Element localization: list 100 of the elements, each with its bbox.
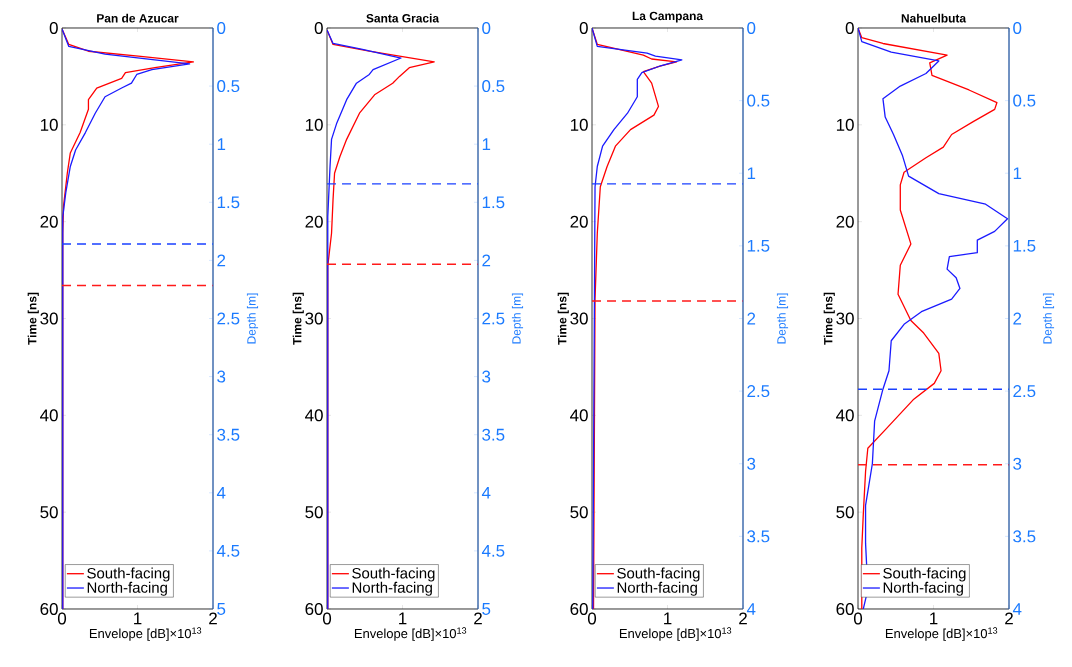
y-tick-label: 50 bbox=[305, 506, 323, 519]
x-tick-label: 1 bbox=[930, 612, 938, 625]
y-tick-label: 50 bbox=[836, 506, 854, 519]
y-tick-label: 60 bbox=[40, 602, 58, 615]
y2-tick-label: 1 bbox=[747, 167, 756, 180]
y-tick-label: 10 bbox=[40, 118, 58, 131]
y-axis-title: Time [ns] bbox=[823, 292, 835, 345]
legend-label: South-facing bbox=[617, 567, 700, 582]
x-tick-label: 2 bbox=[209, 612, 217, 625]
y2-tick-label: 0 bbox=[1013, 21, 1022, 34]
y2-tick-label: 4.5 bbox=[481, 544, 505, 557]
legend-label: South-facing bbox=[352, 567, 435, 582]
y2-tick-label: 0 bbox=[482, 21, 491, 34]
y2-tick-label: 4 bbox=[746, 603, 756, 615]
y-tick-label: 40 bbox=[40, 409, 58, 422]
x-axis-title: Envelope [dB]×10$^{13}$ bbox=[885, 627, 998, 641]
y2-tick-label: 2 bbox=[482, 254, 491, 267]
legend-label: North-facing bbox=[617, 581, 697, 596]
y-axis-title: Time [ns] bbox=[27, 292, 39, 345]
y2-axis-title: Depth [m] bbox=[1042, 293, 1055, 344]
y-tick-label: 30 bbox=[570, 312, 588, 325]
y2-tick-label: 3.5 bbox=[1013, 530, 1036, 543]
y2-tick-label: 5 bbox=[482, 603, 491, 615]
y2-tick-label: 2 bbox=[1013, 312, 1022, 325]
x-axis-title: Envelope [dB]×10$^{13}$ bbox=[89, 627, 202, 641]
y2-tick-label: 1.5 bbox=[482, 196, 505, 209]
y2-tick-label: 4 bbox=[481, 486, 491, 499]
y2-axis-title: Depth [m] bbox=[246, 293, 259, 344]
x-tick-label: 1 bbox=[399, 612, 407, 625]
chart-title: Pan de Azucar bbox=[97, 13, 179, 23]
chart-title: Nahuelbuta bbox=[901, 13, 967, 23]
y-tick-label: 0 bbox=[845, 22, 854, 34]
x-tick-label: 0 bbox=[322, 612, 332, 625]
y-tick-label: 50 bbox=[570, 506, 588, 519]
legend-label: South-facing bbox=[87, 567, 170, 582]
y-tick-label: 0 bbox=[314, 22, 323, 34]
y-tick-label: 10 bbox=[570, 118, 588, 131]
y2-tick-label: 3 bbox=[747, 457, 756, 470]
y2-tick-label: 2 bbox=[217, 254, 226, 267]
y2-tick-label: 3.5 bbox=[217, 428, 240, 441]
y-tick-label: 20 bbox=[570, 215, 588, 228]
legend-label: North-facing bbox=[87, 581, 167, 596]
legend-label: North-facing bbox=[883, 581, 963, 596]
y-axis-title: Time [ns] bbox=[292, 292, 304, 345]
x-tick-label: 0 bbox=[587, 612, 597, 625]
y-tick-label: 40 bbox=[570, 409, 588, 422]
legend-label: North-facing bbox=[352, 581, 432, 596]
y-tick-label: 30 bbox=[305, 312, 323, 325]
y2-tick-label: 2.5 bbox=[1013, 385, 1036, 398]
x-axis-title: Envelope [dB]×10$^{13}$ bbox=[619, 627, 732, 641]
y2-tick-label: 2 bbox=[747, 312, 756, 325]
y2-tick-label: 4 bbox=[1012, 603, 1022, 615]
y2-tick-label: 4 bbox=[216, 486, 226, 499]
y2-tick-label: 1.5 bbox=[747, 239, 770, 252]
y-tick-label: 50 bbox=[40, 506, 58, 519]
y2-tick-label: 3 bbox=[217, 370, 226, 383]
y-tick-label: 40 bbox=[305, 409, 323, 422]
y-axis-title: Time [ns] bbox=[557, 292, 569, 345]
x-tick-label: 2 bbox=[1005, 612, 1013, 625]
y2-tick-label: 1 bbox=[1013, 167, 1022, 180]
x-tick-label: 2 bbox=[739, 612, 747, 625]
y-tick-label: 30 bbox=[40, 312, 58, 325]
y2-tick-label: 0.5 bbox=[217, 80, 240, 93]
y-tick-label: 10 bbox=[305, 118, 323, 131]
y2-tick-label: 1.5 bbox=[1013, 239, 1036, 252]
y2-tick-label: 1 bbox=[217, 138, 226, 151]
y2-tick-label: 5 bbox=[217, 603, 226, 615]
y2-tick-label: 3.5 bbox=[747, 530, 770, 543]
y-tick-label: 60 bbox=[305, 602, 323, 615]
y-tick-label: 20 bbox=[40, 215, 58, 228]
y2-tick-label: 3 bbox=[482, 370, 491, 383]
y2-axis-title: Depth [m] bbox=[511, 293, 524, 344]
y-tick-label: 60 bbox=[836, 602, 854, 615]
x-tick-label: 0 bbox=[853, 612, 863, 625]
y-tick-label: 30 bbox=[836, 312, 854, 325]
chart-title: La Campana bbox=[632, 11, 704, 23]
y2-tick-label: 0 bbox=[747, 21, 756, 34]
y2-tick-label: 0 bbox=[217, 21, 226, 34]
y2-tick-label: 1.5 bbox=[217, 196, 240, 209]
y2-tick-label: 2.5 bbox=[482, 312, 505, 325]
chart-title: Santa Gracia bbox=[366, 13, 440, 23]
y2-tick-label: 4.5 bbox=[216, 544, 240, 557]
y-tick-label: 40 bbox=[836, 409, 854, 422]
x-tick-label: 2 bbox=[474, 612, 482, 625]
y2-tick-label: 2.5 bbox=[747, 385, 770, 398]
y-tick-label: 20 bbox=[836, 215, 854, 228]
legend-label: South-facing bbox=[883, 567, 966, 582]
x-axis-title: Envelope [dB]×10$^{13}$ bbox=[354, 627, 467, 641]
y-tick-label: 60 bbox=[570, 602, 588, 615]
y2-tick-label: 0.5 bbox=[747, 94, 770, 107]
y2-tick-label: 0.5 bbox=[1013, 94, 1036, 107]
y-tick-label: 0 bbox=[579, 22, 588, 34]
y-tick-label: 0 bbox=[49, 22, 58, 34]
y2-tick-label: 0.5 bbox=[482, 80, 505, 93]
x-tick-label: 0 bbox=[57, 612, 67, 625]
y2-axis-title: Depth [m] bbox=[776, 293, 789, 344]
y2-tick-label: 1 bbox=[482, 138, 491, 151]
y-tick-label: 20 bbox=[305, 215, 323, 228]
y2-tick-label: 2.5 bbox=[217, 312, 240, 325]
y2-tick-label: 3.5 bbox=[482, 428, 505, 441]
